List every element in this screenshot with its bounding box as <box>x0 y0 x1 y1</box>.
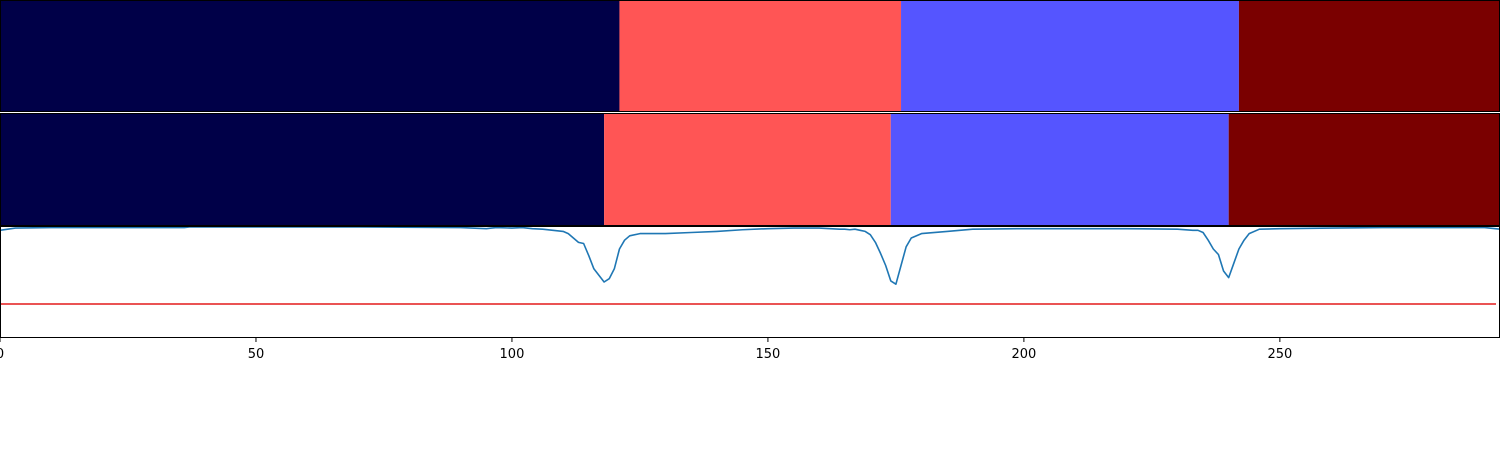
x-tick-label-0: 0 <box>0 347 4 362</box>
top-segment-1 <box>619 1 902 112</box>
bottom-segment-3 <box>1228 114 1500 226</box>
top-segment-3 <box>1238 1 1500 112</box>
bottom-segment-0 <box>0 114 605 226</box>
segment-bar-bottom <box>0 114 1500 226</box>
x-tick-label-50: 50 <box>248 347 265 362</box>
x-tick-label-250: 250 <box>1267 347 1292 362</box>
segmentation-panel-top <box>0 0 1500 112</box>
segmentation-panel-bottom <box>0 113 1500 226</box>
x-tick-label-200: 200 <box>1011 347 1036 362</box>
bottom-segment-2 <box>890 114 1229 226</box>
x-tick-label-100: 100 <box>500 347 525 362</box>
x-tick-label-150: 150 <box>756 347 781 362</box>
signal-line <box>0 226 1500 285</box>
signal-panel: 0 50 100 150 200 250 <box>0 226 1500 362</box>
top-segment-0 <box>0 1 620 112</box>
x-axis: 0 50 100 150 200 250 <box>0 338 1292 362</box>
segment-bar-top <box>0 1 1500 112</box>
axes-frame-signal <box>0 226 1500 338</box>
bottom-segment-1 <box>604 114 891 226</box>
top-segment-2 <box>901 1 1239 112</box>
